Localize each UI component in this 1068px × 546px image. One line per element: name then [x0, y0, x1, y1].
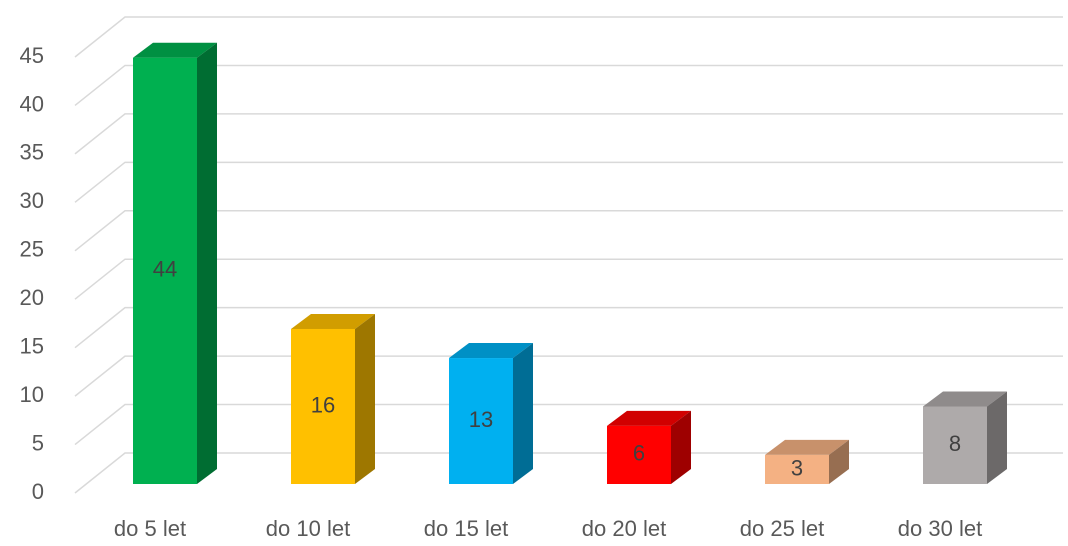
data-label: 16 [311, 392, 335, 417]
y-tick-label: 25 [20, 237, 44, 262]
y-tick-label: 10 [20, 382, 44, 407]
grid-line [74, 452, 1063, 494]
bar-face [829, 439, 849, 484]
data-label: 3 [791, 455, 803, 480]
bar-face [607, 410, 691, 426]
y-tick-label: 35 [20, 140, 44, 165]
bar-face [355, 313, 375, 484]
bar [923, 391, 1007, 484]
y-tick-label: 15 [20, 333, 44, 358]
y-tick-label: 30 [20, 188, 44, 213]
bar [607, 410, 691, 484]
bar-face [671, 410, 691, 484]
bar [449, 343, 533, 484]
x-tick-label: do 25 let [740, 516, 824, 541]
grid-line [74, 16, 1063, 58]
bar-face [513, 343, 533, 484]
bar-face [133, 57, 197, 484]
x-tick-label: do 15 let [424, 516, 508, 541]
bar-face [291, 313, 375, 329]
grid-line [74, 113, 1063, 155]
x-tick-label: do 5 let [114, 516, 186, 541]
grid-line [74, 258, 1063, 300]
grid-line [74, 210, 1063, 252]
bar-face [765, 439, 849, 455]
bar-face [987, 391, 1007, 484]
x-tick-label: do 30 let [898, 516, 982, 541]
data-label: 13 [469, 407, 493, 432]
bar [765, 439, 849, 484]
bar-face [607, 425, 671, 484]
grid-line [74, 355, 1063, 397]
data-label: 8 [949, 431, 961, 456]
grid-line [74, 161, 1063, 203]
y-tick-label: 45 [20, 43, 44, 68]
y-tick-label: 20 [20, 285, 44, 310]
bar-face [133, 42, 217, 58]
y-tick-label: 40 [20, 91, 44, 116]
data-label: 44 [153, 257, 177, 282]
bar-face [765, 454, 829, 484]
bar-face [291, 328, 355, 484]
x-tick-label: do 10 let [266, 516, 350, 541]
grid-line [74, 403, 1063, 446]
x-tick-label: do 20 let [582, 516, 666, 541]
bar-face [923, 406, 987, 484]
data-label: 6 [633, 441, 645, 466]
bar-face [197, 42, 217, 484]
y-tick-label: 5 [32, 430, 44, 455]
bar [133, 42, 217, 484]
bar [291, 313, 375, 484]
y-tick-label: 0 [32, 479, 44, 504]
grid-line [74, 306, 1063, 349]
bar-face [449, 343, 533, 359]
grid-line [74, 64, 1063, 107]
bar-face [923, 391, 1007, 407]
bar-face [449, 358, 513, 484]
